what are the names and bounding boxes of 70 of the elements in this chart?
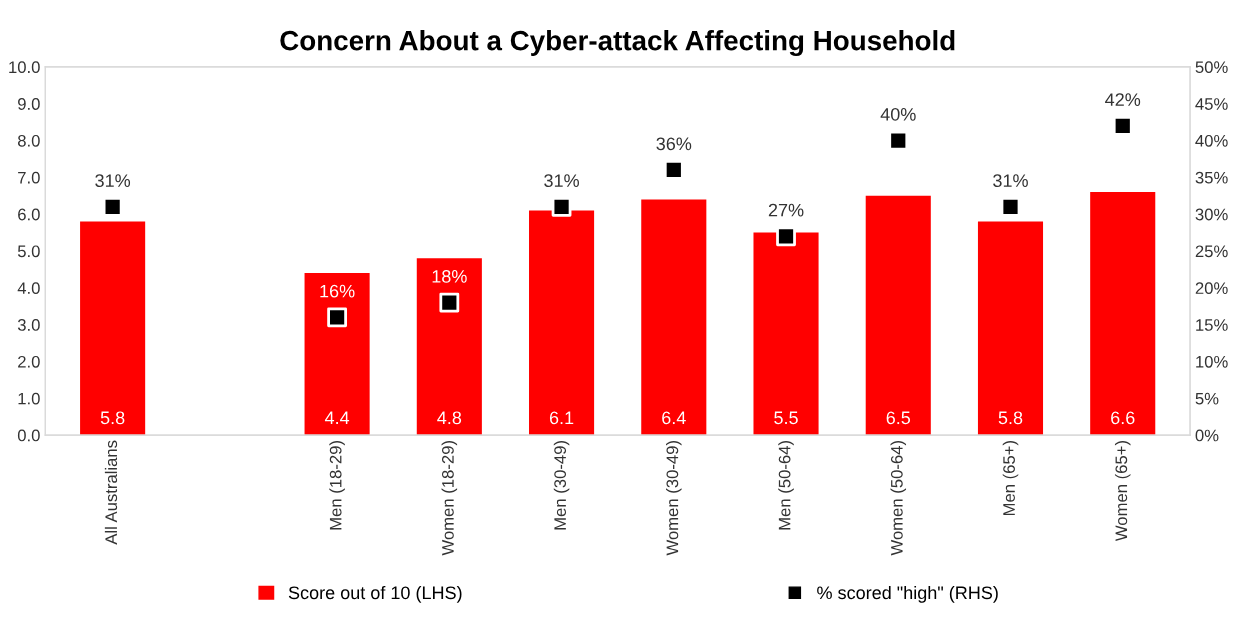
y2-tick-label: 15% [1196,319,1228,331]
legend-label: Score out of 10 (LHS) [288,585,462,603]
x-tick-label: Men (30-49) [553,441,570,530]
bar [304,273,370,436]
y2-tick-label: 5% [1195,392,1219,405]
y2-tick-label: 40% [1195,134,1228,147]
data-label: 27% [768,203,804,217]
y2-tick-label: 25% [1195,245,1228,258]
bar [80,221,146,436]
point [1112,115,1133,136]
bar [1090,192,1156,436]
y2-tick-label: 45% [1195,98,1228,110]
y-tick-label: 10.0 [9,61,40,74]
x-tick-label: All Australians [104,440,118,545]
data-label: 18% [432,270,467,283]
y2-tick-label: 20% [1195,282,1228,295]
data-label: 31% [95,174,131,188]
data-label: 5.5 [774,411,798,425]
point [551,196,572,217]
bar [753,232,819,436]
y-tick-label: 0.0 [17,429,40,442]
y2-tick-label: 50% [1195,61,1228,74]
x-tick-label: Women (18-29) [441,441,458,556]
x-tick-label: Women (30-49) [666,441,682,556]
y-tick-label: 7.0 [18,171,40,184]
y-tick-label: 8.0 [17,134,40,147]
x-tick-label: Women (65+) [1114,441,1131,542]
x-tick-label: Women (50-64) [890,441,907,556]
y-tick-label: 6.0 [18,208,40,221]
data-label: 4.8 [437,411,462,425]
point [327,307,347,328]
data-label: 4.4 [324,411,350,425]
data-label: 42% [1105,93,1141,106]
y2-tick-label: 10% [1196,355,1228,368]
data-label: 16% [320,284,355,298]
data-label: 6.6 [1111,411,1135,425]
bar [416,258,482,436]
y2-tick-label: 30% [1195,208,1228,221]
data-label: 6.5 [886,411,911,425]
data-label: 31% [544,174,579,188]
data-label: 6.1 [549,411,574,425]
y2-tick-label: 0% [1195,429,1219,442]
x-tick-label: Men (18-29) [329,441,345,530]
y-tick-label: 5.0 [17,245,40,258]
data-label: 40% [880,107,916,121]
x-tick-label: Men (50-64) [778,441,794,530]
bar [865,195,931,436]
point [1000,196,1021,217]
chart-title: Concern About a Cyber-attack Affecting Household [280,30,955,57]
y-tick-label: 2.0 [18,355,40,368]
legend-label: % scored "high" (RHS) [817,585,998,603]
data-label: 36% [656,137,692,151]
x-tick-label: Men (65+) [1002,441,1019,516]
y-tick-label: 1.0 [18,392,40,405]
y-tick-label: 4.0 [17,282,40,295]
data-label: 5.8 [100,411,125,425]
point [439,292,460,313]
point [102,196,123,217]
point [776,226,796,247]
y2-tick-label: 35% [1195,171,1228,184]
bar [641,199,707,436]
point [888,130,909,151]
data-label: 31% [993,174,1028,188]
y-tick-label: 9.0 [18,98,40,110]
bar [977,221,1044,436]
point [663,160,684,180]
y-tick-label: 3.0 [17,319,40,331]
data-label: 6.4 [662,411,686,425]
data-label: 5.8 [998,411,1023,425]
bar [529,210,595,436]
